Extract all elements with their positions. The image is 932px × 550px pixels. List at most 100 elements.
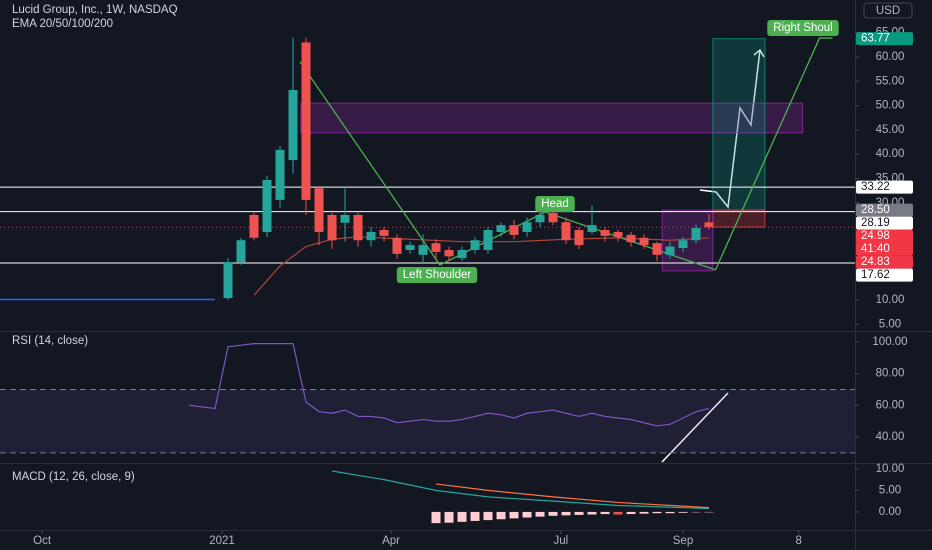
candle-body <box>249 214 259 238</box>
y-tick-label: 5.00 <box>879 318 901 330</box>
rsi-line <box>188 343 710 427</box>
macd-histogram-bar <box>509 511 519 519</box>
macd-histogram-bar <box>470 511 480 521</box>
y-tick-label: 100.00 <box>872 336 907 348</box>
y-tick-label: 80.00 <box>876 368 905 380</box>
candle-body <box>444 249 454 257</box>
candle-body <box>301 42 311 200</box>
price-label: 24.98 <box>861 230 890 242</box>
macd-histogram-bar <box>665 511 675 514</box>
candle-body <box>626 234 636 243</box>
x-tick-label: Oct <box>33 535 52 547</box>
annotation-label: Right Shoul <box>773 22 832 34</box>
y-tick-label: 50.00 <box>876 100 905 112</box>
price-label-box <box>856 203 913 217</box>
candle-body <box>457 249 467 259</box>
candle-body <box>613 231 623 237</box>
macd-histogram-bar <box>587 511 597 515</box>
x-tick-label: 8 <box>796 535 802 547</box>
candle-body <box>548 213 558 223</box>
macd-histogram-bar <box>678 511 688 513</box>
y-tick-label: 45.00 <box>876 124 905 136</box>
macd-histogram-bar <box>431 511 441 524</box>
price-label: 33.22 <box>861 181 890 193</box>
macd-histogram-bar <box>444 511 454 523</box>
macd-histogram-bar <box>639 511 649 514</box>
candle-body <box>236 240 246 263</box>
macd-histogram-bar <box>496 511 506 520</box>
candle-body <box>600 230 610 236</box>
y-tick-label: 40.00 <box>876 431 905 443</box>
candle-body <box>262 179 272 232</box>
zone <box>712 38 766 211</box>
candle-body <box>483 230 493 250</box>
macd-line <box>331 470 710 510</box>
candle-body <box>418 245 428 255</box>
rsi-trendline <box>661 392 729 463</box>
x-tick-label: Apr <box>382 535 400 547</box>
rsi-band <box>0 389 855 453</box>
currency-button[interactable] <box>863 2 913 19</box>
candle-body <box>678 240 688 249</box>
candle-body <box>535 214 545 223</box>
macd-histogram-bar <box>600 511 610 515</box>
candle-body <box>353 214 363 241</box>
candle-body <box>639 237 649 246</box>
candle-body <box>340 214 350 223</box>
y-tick-label: 0.00 <box>879 506 901 518</box>
annotation-box <box>535 196 575 212</box>
price-label: 24.83 <box>861 256 890 268</box>
macd-histogram-bar <box>522 511 532 518</box>
candle-body <box>496 225 506 232</box>
candle-body <box>652 243 662 255</box>
candle-body <box>223 262 233 299</box>
countdown: 41:40 <box>861 243 890 255</box>
macd-title: MACD (12, 26, close, 9) <box>12 471 135 483</box>
y-tick-label: 5.00 <box>879 484 901 496</box>
macd-histogram-bar <box>535 511 545 517</box>
candle-body <box>275 149 285 200</box>
x-tick-label: Sep <box>673 535 693 547</box>
chart-title: Lucid Group, Inc., 1W, NASDAQ <box>12 4 178 16</box>
candle-body <box>379 230 389 236</box>
y-tick-label: 10.00 <box>876 294 905 306</box>
macd-histogram-bar <box>483 511 493 521</box>
x-tick-label: 2021 <box>209 535 235 547</box>
macd-histogram-bar <box>613 511 623 515</box>
candle-body <box>574 230 584 246</box>
macd-histogram-bar <box>548 511 558 516</box>
annotation-box <box>396 267 478 283</box>
currency[interactable]: USD <box>876 5 900 17</box>
price-label-box <box>856 32 913 46</box>
y-tick-label: 55.00 <box>876 75 905 87</box>
y-tick-label: 60.00 <box>876 51 905 63</box>
candle-body <box>366 231 376 241</box>
indicator-title: EMA 20/50/100/200 <box>12 18 113 30</box>
candle-body <box>665 246 675 255</box>
price-label: 17.62 <box>861 269 890 281</box>
candle-body <box>470 240 480 250</box>
y-tick-label: 60.00 <box>876 399 905 411</box>
annotation-box <box>767 20 839 36</box>
price-label: 28.19 <box>861 217 890 229</box>
candle-body <box>431 243 441 252</box>
macd-histogram-bar <box>574 511 584 515</box>
price-label-box <box>856 268 913 282</box>
candle-body <box>509 225 519 235</box>
rsi-title: RSI (14, close) <box>12 335 88 347</box>
price-label-box <box>856 216 913 230</box>
candle-body <box>587 225 597 232</box>
zone <box>300 102 804 134</box>
macd-histogram-bar <box>561 511 571 516</box>
macd-histogram-bar <box>652 511 662 514</box>
candle-body <box>405 245 415 250</box>
price-label: 63.77 <box>861 33 890 45</box>
annotation-label: Head <box>541 198 569 210</box>
candle-body <box>704 222 714 228</box>
macd-histogram-bar <box>626 511 636 515</box>
candle-body <box>522 222 532 232</box>
plot-area: Left Shoulder Head Right Shoul <box>0 20 855 524</box>
macd-line <box>435 483 710 509</box>
y-tick-label: 10.00 <box>876 463 905 475</box>
price-label-box <box>856 180 913 194</box>
